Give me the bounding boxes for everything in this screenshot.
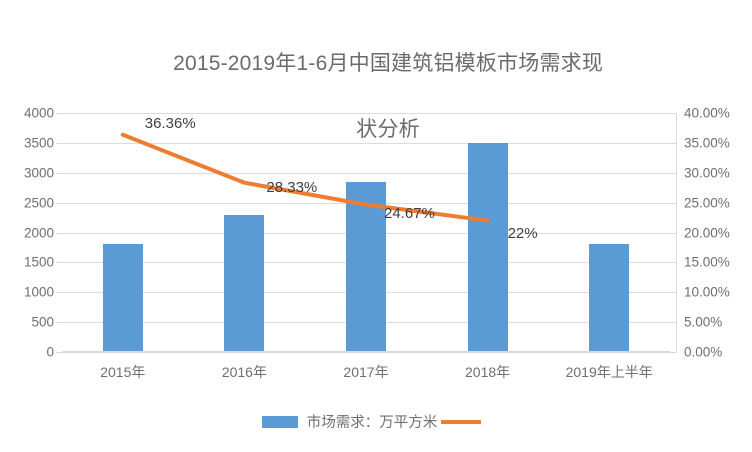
- bar[interactable]: [346, 181, 386, 352]
- y-axis-right-tick-label: 40.00%: [684, 105, 730, 121]
- y-axis-left-tick-label: 4000: [23, 105, 54, 121]
- y-axis-left-tick-label: 1500: [23, 254, 54, 270]
- y-axis-right-tick-label: 35.00%: [684, 135, 730, 151]
- x-axis-category-label: 2017年: [343, 364, 389, 380]
- y-axis-left-tick-label: 2500: [23, 195, 54, 211]
- x-axis-category-label: 2019年上半年: [565, 364, 653, 380]
- y-axis-left-tick-label: 0: [46, 344, 54, 360]
- x-axis: 2015年 2016年 2017年 2018年 2019年上半年: [62, 362, 670, 388]
- chart-legend: 市场需求：万平方米: [0, 411, 752, 432]
- bar[interactable]: [102, 244, 143, 352]
- y-axis-right-tick-label: 10.00%: [684, 284, 730, 300]
- legend-item-growth-rate[interactable]: [441, 419, 490, 424]
- bar[interactable]: [467, 142, 508, 352]
- right-axis-line: [676, 113, 677, 353]
- x-axis-category-label: 2016年: [221, 364, 267, 380]
- y-axis-right-tick-label: 20.00%: [684, 225, 730, 240]
- bar[interactable]: [589, 244, 630, 352]
- line-series: [120, 132, 490, 223]
- y-axis-left-tick-label: 3500: [23, 135, 54, 151]
- y-axis-left-tick-label: 1000: [23, 284, 54, 300]
- data-point-label: 24.67%: [384, 204, 435, 222]
- chart-title-line-1: 2015-2019年1-6月中国建筑铝模板市场需求现: [173, 52, 604, 75]
- y-axis-left-tick-label: 3000: [23, 165, 54, 181]
- legend-bar-swatch-icon: [261, 415, 298, 428]
- y-axis-left-tick-label: 500: [31, 314, 54, 330]
- chart-title-line-2: 状分析: [356, 118, 420, 141]
- line-path: [120, 132, 490, 223]
- data-point-label: 22%: [507, 224, 538, 242]
- plot-area: 36.36% 28.33% 24.67% 22%: [62, 113, 670, 353]
- y-axis-right-tick-label: 30.00%: [684, 165, 730, 181]
- y-axis-right-tick-label: 0.00%: [684, 344, 723, 360]
- y-axis-right-tick-label: 15.00%: [684, 254, 730, 270]
- y-axis-right-tick-label: 5.00%: [684, 314, 723, 330]
- bar[interactable]: [224, 214, 265, 352]
- x-axis-category-label: 2015年: [100, 364, 146, 380]
- gridline: [62, 172, 670, 174]
- chart-title: 2015-2019年1-6月中国建筑铝模板市场需求现 状分析: [76, 14, 676, 179]
- gridline: [62, 113, 670, 114]
- y-axis-left-tick-label: 2000: [23, 225, 54, 240]
- gridline: [62, 142, 670, 144]
- data-point-label: 28.33%: [266, 178, 318, 196]
- data-point-label: 36.36%: [144, 114, 196, 132]
- legend-line-swatch-icon: [441, 419, 482, 424]
- axis-baseline: [62, 351, 670, 353]
- y-axis-right-tick-label: 25.00%: [684, 195, 730, 211]
- legend-item-market-demand[interactable]: 市场需求：万平方米: [261, 411, 438, 432]
- x-axis-category-label: 2018年: [465, 364, 511, 380]
- legend-label-market-demand: 市场需求：万平方米: [306, 415, 438, 431]
